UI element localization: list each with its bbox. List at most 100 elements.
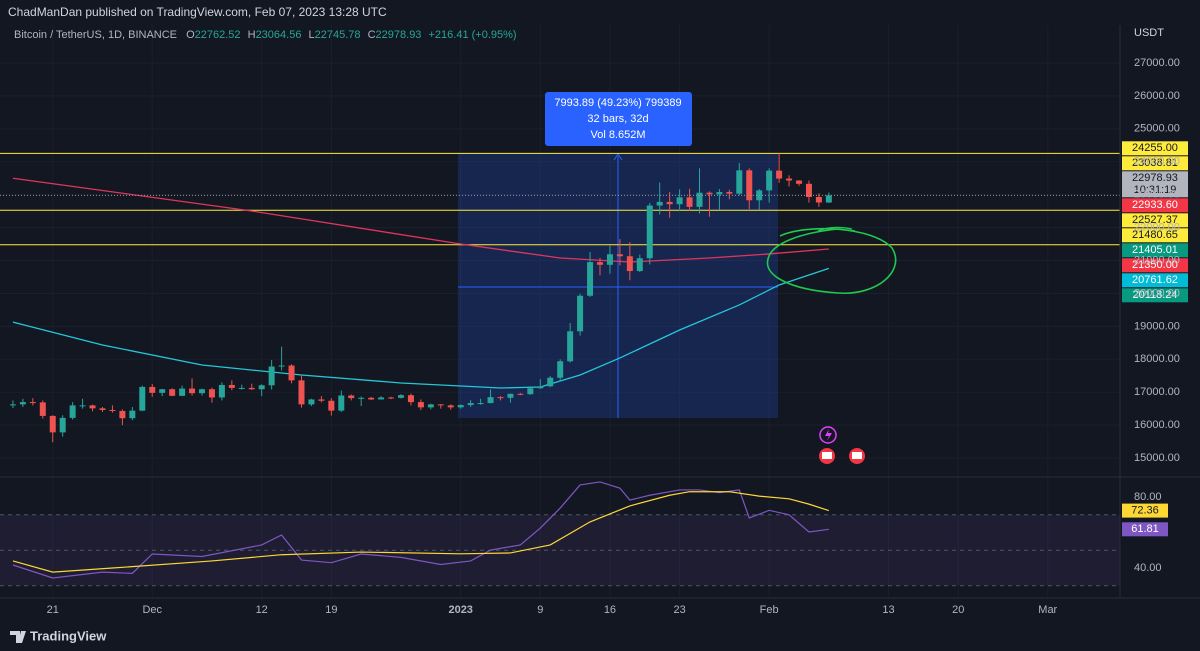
candle-body xyxy=(766,170,773,191)
y-tick-label: 18000.00 xyxy=(1134,353,1180,365)
x-tick-label: 19 xyxy=(325,604,337,616)
candle-body xyxy=(79,405,86,407)
measure-arrow xyxy=(613,153,623,161)
x-tick-label: 20 xyxy=(952,604,964,616)
candle-body xyxy=(587,262,594,296)
price-badge xyxy=(1122,273,1188,288)
price-badge-label: 22527.37 xyxy=(1132,214,1178,226)
moving-average xyxy=(12,177,829,263)
candle-body xyxy=(49,415,56,433)
candle-body xyxy=(278,365,285,367)
candle-body xyxy=(507,393,514,398)
rsi-badge-label: 61.81 xyxy=(1131,523,1159,535)
ohlc-value: 22978.93 xyxy=(376,29,422,41)
price-badge xyxy=(1122,228,1188,243)
candle-body xyxy=(388,397,395,399)
y-tick-label: 26000.00 xyxy=(1134,90,1180,102)
x-tick-label: Feb xyxy=(760,604,779,616)
candle-body xyxy=(467,403,474,406)
y-tick-label: 27000.00 xyxy=(1134,57,1180,69)
axes: 21 Dec 12 19 2023 9 16 23 Feb 13 20 Mar 15000.00 1600… xyxy=(47,57,1180,616)
event-flag-inner xyxy=(852,452,862,459)
candle-body xyxy=(129,410,136,419)
candle-body xyxy=(358,397,365,399)
candle-body xyxy=(557,361,564,378)
candle-body xyxy=(567,331,574,362)
countdown-label: 10:31:19 xyxy=(1134,184,1177,196)
candle-body xyxy=(298,380,305,405)
candle-body xyxy=(457,405,464,408)
candle-body xyxy=(328,400,335,411)
candle-body xyxy=(736,170,743,194)
candle-body xyxy=(487,397,494,404)
candle-body xyxy=(716,192,723,195)
y-tick-label: 16000.00 xyxy=(1134,419,1180,431)
marks xyxy=(0,152,1120,579)
ohlc-value: 23064.56 xyxy=(256,29,302,41)
candle-body xyxy=(238,387,245,389)
y-tick-label: 24000.00 xyxy=(1134,156,1180,168)
overlays: 7993.89 (49.23%) 799389 32 bars, 32d Vol… xyxy=(545,92,1188,537)
ohlc-letter: O xyxy=(186,29,195,41)
symbol-title: Bitcoin / TetherUS, 1D, BINANCE xyxy=(14,29,177,41)
candle-body xyxy=(99,408,106,410)
brand-name[interactable]: TradingView xyxy=(30,628,107,643)
rsi-line xyxy=(12,491,830,573)
rsi-tick-label: 40.00 xyxy=(1134,562,1162,574)
last-price-label: 22978.93 xyxy=(1132,172,1178,184)
price-badge-label: 22933.60 xyxy=(1132,199,1178,211)
candle-body xyxy=(746,170,753,201)
rsi-badge xyxy=(1122,522,1168,537)
candle-body xyxy=(397,395,404,398)
candle-body xyxy=(696,192,703,207)
ohlc-letter: C xyxy=(368,29,376,41)
measure-area xyxy=(458,153,778,418)
legend: Bitcoin / TetherUS, 1D, BINANCE O22762.5… xyxy=(14,29,517,41)
candle-body xyxy=(427,404,434,408)
candle-body xyxy=(517,393,524,395)
brand-logo[interactable] xyxy=(10,631,26,643)
price-badge-label: 21480.65 xyxy=(1132,229,1178,241)
candle-body xyxy=(378,397,385,400)
candle-body xyxy=(706,192,713,195)
candle-body xyxy=(776,170,783,179)
price-badge xyxy=(1122,198,1188,213)
candle-body xyxy=(348,395,355,399)
x-tick-label: Mar xyxy=(1038,604,1057,616)
price-badge xyxy=(1122,258,1188,273)
ohlc-value: 22762.52 xyxy=(195,29,241,41)
candle-body xyxy=(437,404,444,406)
candle-body xyxy=(547,377,554,387)
x-tick-label: 23 xyxy=(673,604,685,616)
candle-body xyxy=(109,409,116,411)
price-badge-label: 21405.01 xyxy=(1132,244,1178,256)
ohlc-value: 22745.78 xyxy=(315,29,361,41)
candle-body xyxy=(726,192,733,194)
candle-body xyxy=(497,397,504,399)
y-tick-label: 21000.00 xyxy=(1134,254,1180,266)
change: +216.41 (+0.95%) xyxy=(429,29,517,41)
candle-body xyxy=(308,399,315,405)
rsi-badge xyxy=(1122,503,1168,518)
price-badge-label: 20761.62 xyxy=(1132,274,1178,286)
candle-body xyxy=(407,395,414,403)
candle-body xyxy=(796,180,803,184)
candle-body xyxy=(179,388,186,396)
candle-body xyxy=(29,402,36,404)
y-tick-label: 23000.00 xyxy=(1134,189,1180,201)
candle-body xyxy=(288,365,295,381)
x-tick-label: 12 xyxy=(256,604,268,616)
candle-body xyxy=(825,195,832,203)
x-tick-label: 2023 xyxy=(448,604,472,616)
ohlc-letter: L xyxy=(309,29,315,41)
candle-body xyxy=(597,262,603,265)
y-tick-label: 17000.00 xyxy=(1134,386,1180,398)
measure-label: 32 bars, 32d xyxy=(587,113,648,125)
candle-body xyxy=(318,399,325,401)
price-badge-label: 24255.00 xyxy=(1132,142,1178,154)
candle-body xyxy=(69,405,76,418)
candle-body xyxy=(537,386,544,389)
candle-body xyxy=(169,389,176,396)
price-badge-label: 20118.24 xyxy=(1132,289,1177,301)
